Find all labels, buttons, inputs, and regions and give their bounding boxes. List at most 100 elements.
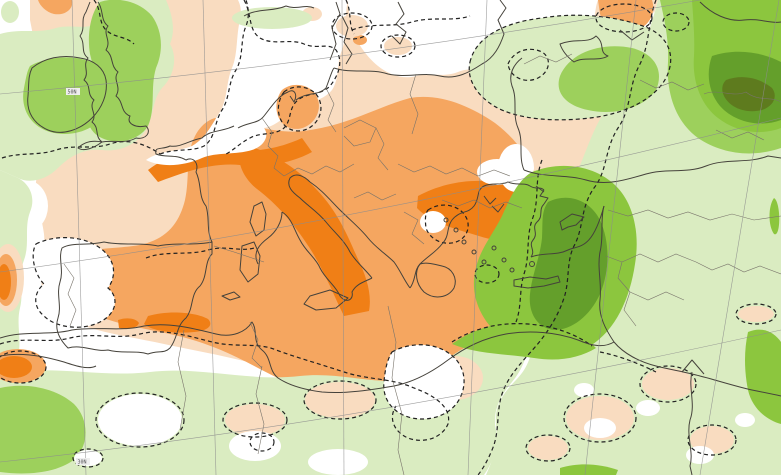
island-aegean-6 — [491, 245, 497, 251]
gridline-parallel-30n — [0, 329, 781, 463]
dry-strong-spot-morocco — [0, 356, 32, 378]
neutral-gap-portugal — [43, 256, 73, 336]
contour-dashed-ukraine-inner — [507, 48, 549, 81]
island-aegean-2 — [453, 227, 459, 233]
border-rhine — [261, 117, 285, 177]
island-rhodes — [529, 261, 535, 267]
island-cyprus — [559, 213, 585, 231]
neutral-gap-egypt-2 — [636, 400, 660, 416]
contour-dashed-baltic — [351, 15, 471, 31]
coast-bosporus — [535, 185, 549, 205]
coast-turkey-south — [530, 205, 605, 258]
contour-dashed-ring-denmark-1 — [331, 12, 373, 40]
wet-strong-region-cyprus-core — [529, 197, 608, 330]
neutral-gap-sahara-2 — [229, 431, 281, 461]
border-czech — [343, 119, 377, 147]
dry-weak-patch-sahara-1 — [225, 404, 285, 436]
wet-weak-patch-norway-sea — [232, 7, 312, 29]
coast-norway — [243, 5, 315, 17]
gridline-meridian-4 — [467, 0, 488, 475]
contour-dashed-ring-sahara-5 — [72, 448, 104, 468]
border-germany-poland — [409, 73, 419, 135]
wet-light-region-ukraine-core — [558, 46, 659, 112]
coast-black-sea-south — [523, 155, 781, 183]
river-nile — [681, 359, 705, 475]
grid-label-50n: 50N — [68, 90, 77, 96]
contour-dashed-ring-egypt-3 — [687, 424, 737, 456]
border-carpathians — [397, 163, 511, 177]
contour-dashed-denmark — [345, 0, 355, 35]
neutral-gap-sahara-1 — [98, 394, 182, 446]
dry-strong-spot-algeria-west — [118, 318, 139, 329]
contour-dashed-libya-ring — [383, 344, 465, 420]
coast-italy-west — [281, 211, 373, 301]
coast-greece-east — [419, 181, 545, 265]
neutral-gap-egypt-3 — [574, 383, 594, 397]
island-aegean-1 — [443, 217, 449, 223]
island-aegean-7 — [501, 257, 507, 263]
island-sardinia — [239, 241, 261, 283]
border-alps — [283, 163, 355, 177]
contour-dashed-cyrenaica — [451, 323, 593, 347]
border-ukraine-russia — [523, 53, 705, 91]
wet-region-red-sea-corner — [745, 329, 781, 424]
dry-region-top-left-corner — [38, 0, 73, 15]
border-caucasus — [703, 91, 781, 141]
coast-france-med-riviera — [255, 211, 283, 265]
neutral-gap-nile-2 — [735, 413, 755, 427]
coast-britain — [79, 1, 149, 143]
island-aegean-8 — [509, 267, 515, 273]
island-balearics — [221, 291, 241, 301]
layer-borders — [63, 53, 781, 475]
dry-strong-spot-algeria — [144, 312, 211, 333]
coast-caucasus-black-sea — [699, 1, 781, 23]
island-crete — [513, 275, 561, 289]
border-germany-interior — [325, 87, 389, 171]
gridline-meridian-1 — [71, 0, 87, 475]
grid-label-30n-bg — [76, 458, 90, 465]
contour-dashed-ring-egypt-4 — [525, 434, 571, 462]
contour-dashed-ring-morocco — [0, 350, 47, 384]
border-egypt-libya — [387, 305, 405, 475]
contour-dashed-aegean-ring — [424, 204, 469, 244]
contour-dashed-east-boundary — [477, 0, 657, 475]
gridline-parallel-40n — [0, 117, 781, 273]
contour-dashed-ring-egypt-2 — [639, 365, 697, 403]
border-tunisia — [249, 321, 263, 369]
contour-dashed-south-boundary — [0, 331, 450, 441]
contour-dashed-celtic — [1, 141, 161, 159]
dry-strong-band-adriatic-italy — [239, 148, 370, 316]
wet-region-cyrenaica-coast — [452, 321, 596, 360]
border-jordan — [629, 291, 685, 301]
dry-weak-patch-syria-desert — [738, 306, 774, 322]
contour-dashed-ring-black-sea-2 — [662, 12, 690, 32]
island-aegean-3 — [461, 239, 467, 245]
coast-denmark — [329, 1, 353, 65]
border-balkans-2 — [441, 199, 523, 209]
dry-weak-patch-sahara-2 — [305, 382, 375, 418]
contour-dashed-ring-syria — [735, 303, 777, 325]
island-sicily — [303, 289, 349, 311]
contour-dashed-netherlands-ring — [277, 86, 322, 132]
contour-dashed-ring-black-sea-1 — [595, 3, 653, 33]
neutral-gap-sahara-3 — [308, 449, 368, 475]
coast-cornwall — [77, 140, 103, 151]
contour-dashed-pyrenees — [145, 247, 255, 259]
contour-dashed-channel — [159, 0, 249, 155]
island-corsica — [249, 201, 267, 237]
neutral-gap-nile-1 — [686, 446, 714, 464]
gridline-meridian-5 — [584, 0, 637, 475]
coast-north-africa — [0, 321, 615, 394]
dry-weak-patch-denmark-1 — [336, 15, 368, 37]
neutral-gap-egypt-1 — [584, 418, 616, 438]
border-algeria-libya — [177, 329, 265, 455]
coast-peloponnese — [416, 262, 456, 298]
coast-france-west — [155, 125, 235, 243]
border-balkans-1 — [353, 191, 425, 245]
neutral-region-north-sea-channel — [146, 0, 348, 166]
wet-weak-patch-corner — [1, 1, 19, 23]
border-pyrenees — [213, 245, 265, 263]
island-aegean-5 — [481, 259, 487, 265]
